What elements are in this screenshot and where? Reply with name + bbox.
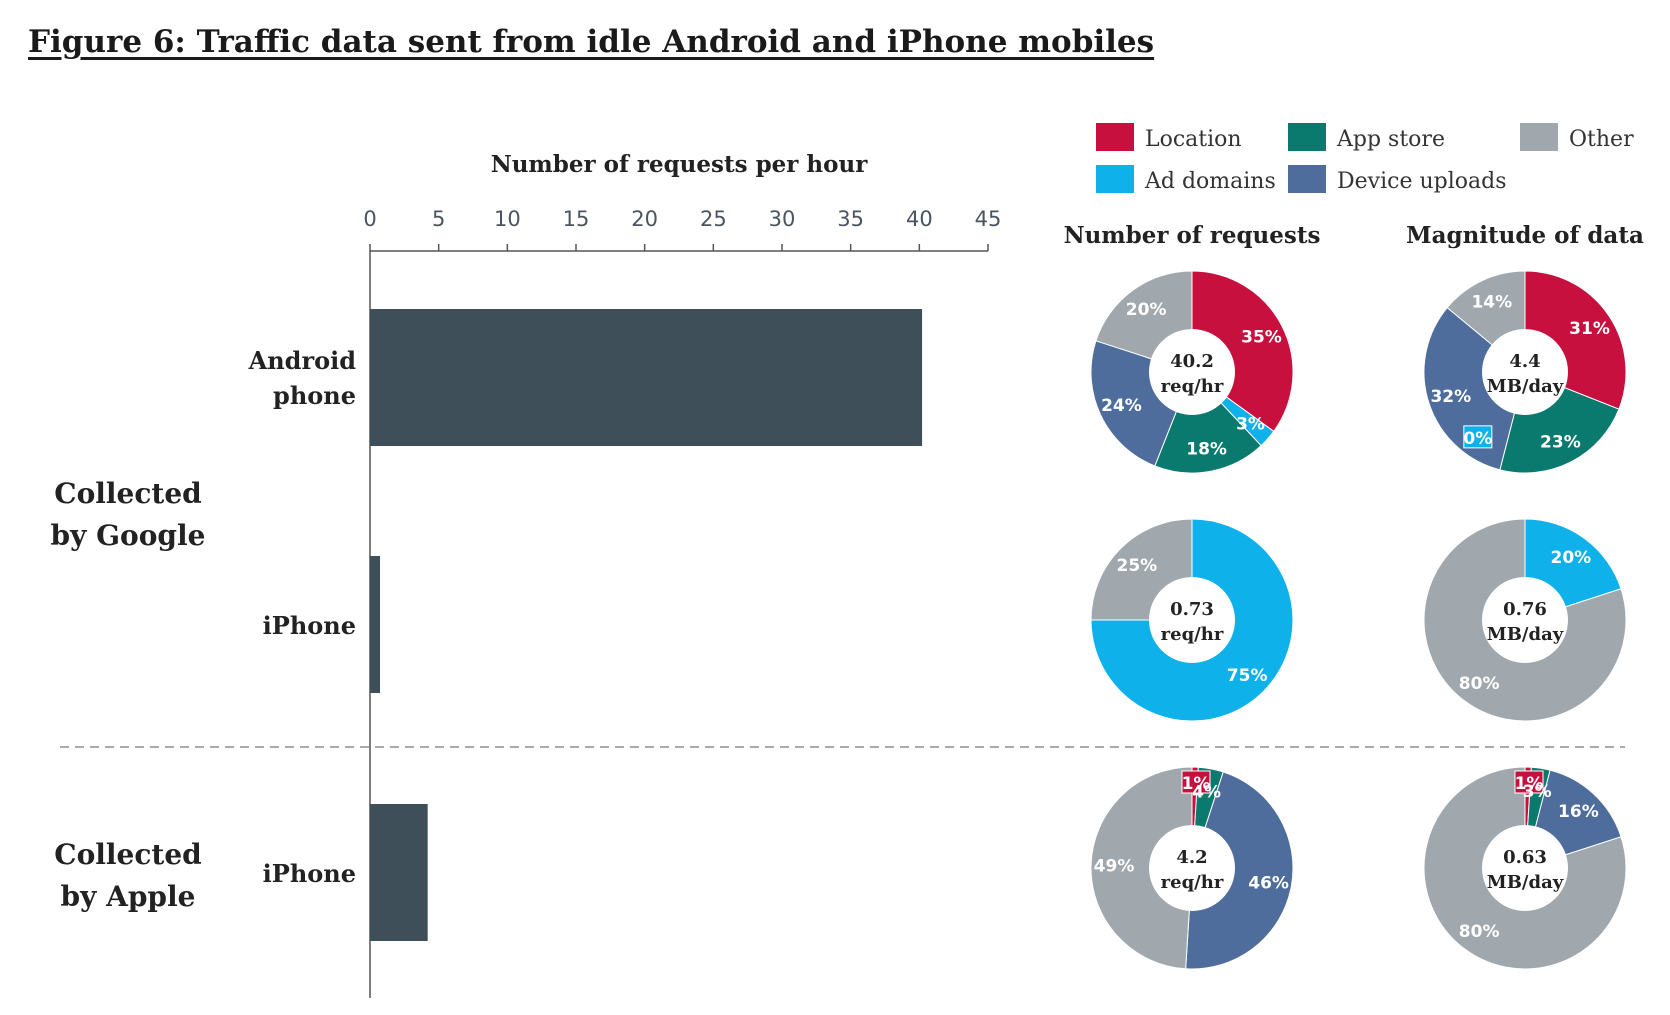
x-tick-label: 45 xyxy=(975,207,1002,231)
column-titles: Number of requests Magnitude of data xyxy=(1064,222,1644,249)
slice-label-other: 14% xyxy=(1471,292,1512,312)
column-title-requests: Number of requests xyxy=(1064,222,1321,249)
legend-label-device-uploads: Device uploads xyxy=(1337,169,1506,194)
donut-center-unit: req/hr xyxy=(1161,624,1224,645)
category-label: phone xyxy=(273,381,356,410)
group-label-1: by Google xyxy=(51,519,206,552)
bar-iphone-2 xyxy=(370,556,381,693)
group-labels: Collected by Google Collected by Apple xyxy=(51,477,1625,913)
legend-swatch-ad-domains xyxy=(1096,165,1134,193)
legend-label-location: Location xyxy=(1145,127,1242,152)
category-label: iPhone xyxy=(263,611,356,640)
x-tick-label: 5 xyxy=(432,207,445,231)
x-tick-label: 10 xyxy=(494,207,521,231)
donut-chart-3: 0.73 req/hr 75% 25% xyxy=(1090,518,1294,722)
slice-label-location: 1% xyxy=(1515,774,1544,794)
donut-chart-6: 0.63 MB/day 1%3% 16% 80% xyxy=(1423,766,1627,970)
slice-label-box xyxy=(1463,425,1493,449)
legend-swatch-device-uploads xyxy=(1288,165,1326,193)
slice-label-ad-domains: 20% xyxy=(1550,548,1591,568)
slice-label-location: 35% xyxy=(1241,328,1282,348)
group-label-2: by Apple xyxy=(61,880,196,913)
group-label-1: Collected xyxy=(54,477,201,510)
legend-label-app-store: App store xyxy=(1336,127,1445,152)
bar-chart: Number of requests per hour 0 5 10 15 20 25 30 3… xyxy=(248,151,1002,998)
slice-label-app-store: 18% xyxy=(1186,440,1227,460)
slice-location xyxy=(1191,270,1294,433)
legend-swatch-location xyxy=(1096,123,1134,151)
donut-center-unit: MB/day xyxy=(1487,624,1564,645)
slice-device-uploads xyxy=(1423,306,1526,471)
donut-hole xyxy=(1482,329,1568,415)
x-tick-label: 30 xyxy=(769,207,796,231)
bar-iphone-3 xyxy=(370,804,428,941)
slice-label-ad-domains: 3% xyxy=(1236,415,1265,435)
donut-center-unit: req/hr xyxy=(1161,376,1224,397)
slice-label-box xyxy=(1181,770,1211,794)
category-label: iPhone xyxy=(263,859,356,888)
x-axis-title: Number of requests per hour xyxy=(491,151,869,178)
donut-center-unit: MB/day xyxy=(1487,872,1564,893)
donut-hole xyxy=(1149,825,1235,911)
donut-center-value: 4.4 xyxy=(1509,351,1540,372)
donut-center-value: 40.2 xyxy=(1170,351,1214,372)
x-tick-label: 0 xyxy=(363,207,376,231)
donut-center-value: 0.63 xyxy=(1503,847,1547,868)
slice-label-location: 1% xyxy=(1182,774,1211,794)
donut-charts: 40.2 req/hr 35% 3% 18% 24% 20% 4.4 MB/day 31% 0% 23… xyxy=(1090,270,1627,970)
slice-label-other: 80% xyxy=(1459,922,1500,942)
x-tick-label: 35 xyxy=(837,207,864,231)
slice-label-other: 25% xyxy=(1116,556,1157,576)
donut-hole xyxy=(1482,577,1568,663)
donut-center-value: 0.76 xyxy=(1503,599,1547,620)
donut-hole xyxy=(1482,825,1568,911)
legend-swatch-other xyxy=(1520,123,1558,151)
slice-label-ad-domains: 0% xyxy=(1463,429,1492,449)
slice-label-app-store: 4% xyxy=(1192,782,1221,802)
slice-other xyxy=(1090,766,1193,970)
slice-label-other: 80% xyxy=(1459,674,1500,694)
group-label-2: Collected xyxy=(54,838,201,871)
legend-swatch-app-store xyxy=(1288,123,1326,151)
donut-chart-2: 4.4 MB/day 31% 0% 23% 32% 14% xyxy=(1423,270,1627,474)
slice-app-store xyxy=(1154,371,1262,474)
slice-label-device-uploads: 24% xyxy=(1101,396,1142,416)
donut-chart-1: 40.2 req/hr 35% 3% 18% 24% 20% xyxy=(1090,270,1294,474)
x-tick-label: 25 xyxy=(700,207,727,231)
bar-android-phone-1 xyxy=(370,309,923,446)
x-tick-label: 40 xyxy=(906,207,933,231)
slice-label-app-store: 3% xyxy=(1523,782,1552,802)
donut-hole xyxy=(1149,329,1235,415)
donut-center-value: 4.2 xyxy=(1176,847,1207,868)
slice-label-box xyxy=(1514,770,1544,794)
donut-chart-4: 0.76 MB/day 20% 80% xyxy=(1423,518,1627,722)
slice-label-device-uploads: 46% xyxy=(1248,874,1289,894)
category-label: Android xyxy=(248,346,357,375)
legend: Location App store Other Ad domains Device u… xyxy=(1096,123,1634,194)
slice-label-other: 49% xyxy=(1094,857,1135,877)
slice-label-device-uploads: 16% xyxy=(1558,802,1599,822)
donut-center-value: 0.73 xyxy=(1170,599,1214,620)
figure-title: Figure 6: Traffic data sent from idle An… xyxy=(28,24,1155,60)
donut-hole xyxy=(1149,577,1235,663)
slice-label-other: 20% xyxy=(1126,300,1167,320)
column-title-magnitude: Magnitude of data xyxy=(1406,222,1644,249)
slice-device-uploads xyxy=(1185,771,1294,970)
legend-label-ad-domains: Ad domains xyxy=(1144,169,1276,194)
legend-label-other: Other xyxy=(1569,127,1634,152)
slice-label-location: 31% xyxy=(1569,319,1610,339)
x-tick-label: 15 xyxy=(563,207,590,231)
slice-label-device-uploads: 32% xyxy=(1430,387,1471,407)
donut-center-unit: req/hr xyxy=(1161,872,1224,893)
slice-label-ad-domains: 75% xyxy=(1227,666,1268,686)
slice-label-app-store: 23% xyxy=(1540,432,1581,452)
donut-chart-5: 4.2 req/hr 1%4% 46% 49% xyxy=(1090,766,1294,970)
donut-center-unit: MB/day xyxy=(1487,376,1564,397)
x-tick-label: 20 xyxy=(631,207,658,231)
